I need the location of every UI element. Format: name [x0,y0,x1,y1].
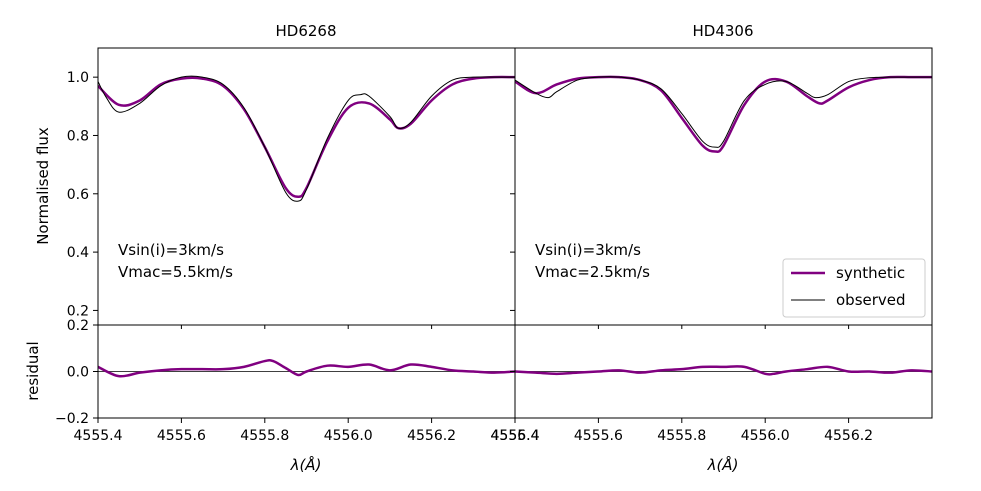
x-tick-label-panel-1: 4556.0 [324,428,373,444]
series-line-synthetic-panel-1 [98,75,515,198]
residual-y-tick-label: 0.0 [67,365,89,381]
legend-label-synthetic: synthetic [836,264,905,282]
x-tick-label-panel-2: 4555.6 [574,428,623,444]
x-axis-label-left: λ(Å) [290,455,322,474]
annotation-vsini-left: Vsin(i)=3km/s [118,241,224,259]
x-tick-label-panel-2: 4555.4 [491,428,540,444]
y-tick-label: 1.0 [67,70,89,86]
x-tick-label-panel-1: 4556.2 [407,428,456,444]
x-tick-label-panel-1: 4555.8 [240,428,289,444]
residual-y-tick-label: −0.2 [55,411,89,427]
panel-title-right: HD4306 [692,22,753,40]
series-line-observed-panel-1 [98,75,515,202]
y-axis-label-flux: Normalised flux [34,127,52,245]
x-tick-label-panel-2: 4556.0 [741,428,790,444]
annotation-vsini-right: Vsin(i)=3km/s [535,241,641,259]
residual-line-panel-1 [98,358,515,378]
panel-title-left: HD6268 [275,22,336,40]
x-tick-label-panel-2: 4555.8 [657,428,706,444]
annotation-vmac-right: Vmac=2.5km/s [535,263,650,281]
y-tick-label: 0.8 [67,128,89,144]
legend-label-observed: observed [836,291,906,309]
y-tick-label: 0.4 [67,245,89,261]
x-tick-label-panel-1: 4555.6 [157,428,206,444]
x-tick-label-panel-2: 4556.2 [824,428,873,444]
residual-y-tick-label: 0.2 [67,318,89,334]
x-tick-label-panel-1: 4555.4 [74,428,123,444]
y-axis-label-residual: residual [24,341,42,400]
residual-line-panel-2 [515,365,932,376]
legend: synthetic observed [782,258,926,318]
annotation-vmac-left: Vmac=5.5km/s [118,263,233,281]
series-line-observed-panel-2 [515,76,932,148]
y-tick-label: 0.2 [67,303,89,319]
x-axis-label-right: λ(Å) [707,455,739,474]
y-tick-label: 0.6 [67,187,89,203]
x-tick-label-panel-1: 4556.4 [491,428,540,444]
